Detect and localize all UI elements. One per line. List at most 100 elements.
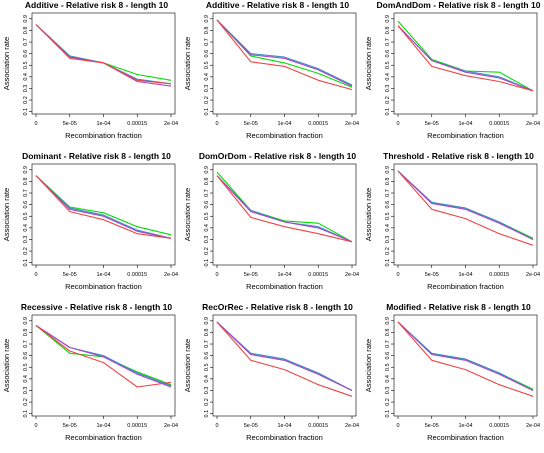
chart-panel: DomAndDom - Relative risk 8 - length 10 0… [364, 0, 541, 140]
series-line [397, 170, 534, 246]
y-tick-label: 0.5 [204, 212, 210, 220]
series-line [397, 321, 534, 391]
panel-title: Dominant - Relative risk 8 - length 10 [22, 151, 171, 161]
y-tick-label: 0.6 [204, 352, 210, 360]
panel-title: RecOrRec - Relative risk 8 - length 10 [202, 302, 353, 312]
y-tick-label: 0.8 [23, 27, 29, 35]
y-tick-label: 0.6 [23, 352, 29, 360]
y-tick-label: 0.2 [385, 96, 391, 104]
y-tick-label: 0.1 [23, 259, 29, 267]
x-tick-label: 0 [215, 121, 218, 127]
x-tick-label: 0.00015 [308, 423, 328, 429]
y-tick-label: 0.3 [23, 236, 29, 244]
x-tick-label: 5e-05 [63, 423, 77, 429]
x-tick-label: 1e-04 [458, 272, 472, 278]
y-tick-label: 0.4 [204, 73, 210, 81]
y-tick-label: 0.7 [23, 340, 29, 348]
y-tick-label: 0.1 [385, 410, 391, 418]
x-tick-label: 1e-04 [277, 423, 291, 429]
y-tick-label: 0.4 [204, 224, 210, 232]
series-line [397, 321, 534, 397]
y-tick-label: 0.7 [204, 38, 210, 46]
x-tick-label: 0 [34, 121, 37, 127]
plot-frame [212, 163, 357, 266]
series-line [216, 19, 353, 86]
series-line [35, 175, 172, 239]
series-line [35, 24, 172, 85]
y-tick-label: 0.4 [23, 375, 29, 383]
y-tick-label: 0.8 [385, 329, 391, 337]
y-tick-label: 0.2 [385, 398, 391, 406]
y-tick-label: 0.2 [23, 398, 29, 406]
x-tick-label: 0 [215, 423, 218, 429]
x-tick-label: 1e-04 [458, 121, 472, 127]
y-tick-label: 0.6 [204, 201, 210, 209]
x-tick-label: 2e-04 [164, 272, 178, 278]
y-tick-label: 0.9 [23, 15, 29, 23]
panel-title: Threshold - Relative risk 8 - length 10 [383, 151, 534, 161]
y-axis-label: Association rate [364, 339, 373, 392]
series-line [35, 24, 172, 81]
y-tick-label: 0.6 [23, 50, 29, 58]
series-line [397, 321, 534, 390]
chart-panel: Additive - Relative risk 8 - length 10 0.… [183, 0, 359, 140]
y-tick-label: 0.7 [385, 189, 391, 197]
y-tick-label: 0.6 [385, 352, 391, 360]
y-tick-label: 0.2 [204, 247, 210, 255]
y-tick-label: 0.4 [385, 73, 391, 81]
x-tick-label: 0 [215, 272, 218, 278]
plot-frame [212, 12, 357, 115]
x-axis-label: Recombination fraction [65, 131, 142, 140]
series-line [216, 19, 353, 87]
x-tick-label: 1e-04 [96, 121, 110, 127]
x-tick-label: 0 [396, 121, 399, 127]
y-tick-label: 0.1 [204, 410, 210, 418]
x-tick-label: 2e-04 [526, 272, 540, 278]
x-axis-label: Recombination fraction [246, 433, 323, 442]
series-line [216, 175, 353, 243]
x-tick-label: 0.00015 [489, 272, 509, 278]
x-tick-label: 2e-04 [345, 121, 359, 127]
x-tick-label: 0.00015 [127, 272, 147, 278]
x-axis-label: Recombination fraction [246, 131, 323, 140]
y-tick-label: 0.7 [385, 38, 391, 46]
y-tick-label: 0.9 [204, 15, 210, 23]
x-tick-label: 5e-05 [244, 272, 258, 278]
y-tick-label: 0.5 [23, 212, 29, 220]
y-tick-label: 0.9 [204, 317, 210, 325]
y-tick-label: 0.5 [385, 61, 391, 69]
series-line [216, 19, 353, 88]
x-axis-label: Recombination fraction [427, 433, 504, 442]
y-tick-label: 0.4 [23, 73, 29, 81]
chart-panel: DomOrDom - Relative risk 8 - length 10 0.… [183, 151, 359, 291]
y-tick-label: 0.7 [385, 340, 391, 348]
plot-frame [212, 314, 357, 417]
x-tick-label: 0 [34, 272, 37, 278]
x-axis-label: Recombination fraction [65, 433, 142, 442]
y-tick-label: 0.9 [23, 317, 29, 325]
y-tick-label: 0.1 [23, 410, 29, 418]
y-axis-label: Association rate [2, 188, 11, 241]
y-tick-label: 0.1 [385, 108, 391, 116]
x-tick-label: 1e-04 [277, 272, 291, 278]
y-tick-label: 0.9 [385, 317, 391, 325]
y-tick-label: 0.3 [385, 236, 391, 244]
plot-frame [393, 12, 538, 115]
y-tick-label: 0.9 [385, 166, 391, 174]
plot-frame [393, 314, 538, 417]
x-tick-label: 0.00015 [308, 272, 328, 278]
y-tick-label: 0.8 [385, 178, 391, 186]
x-tick-label: 1e-04 [96, 272, 110, 278]
plot-frame [393, 163, 538, 266]
series-line [35, 175, 172, 236]
series-line [397, 25, 534, 92]
y-tick-label: 0.2 [204, 96, 210, 104]
y-axis-label: Association rate [183, 188, 192, 241]
series-line [397, 20, 534, 92]
y-tick-label: 0.1 [385, 259, 391, 267]
y-tick-label: 0.3 [23, 85, 29, 93]
series-line [216, 171, 353, 243]
x-tick-label: 0 [34, 423, 37, 429]
y-tick-label: 0.4 [385, 375, 391, 383]
x-axis-label: Recombination fraction [246, 282, 323, 291]
